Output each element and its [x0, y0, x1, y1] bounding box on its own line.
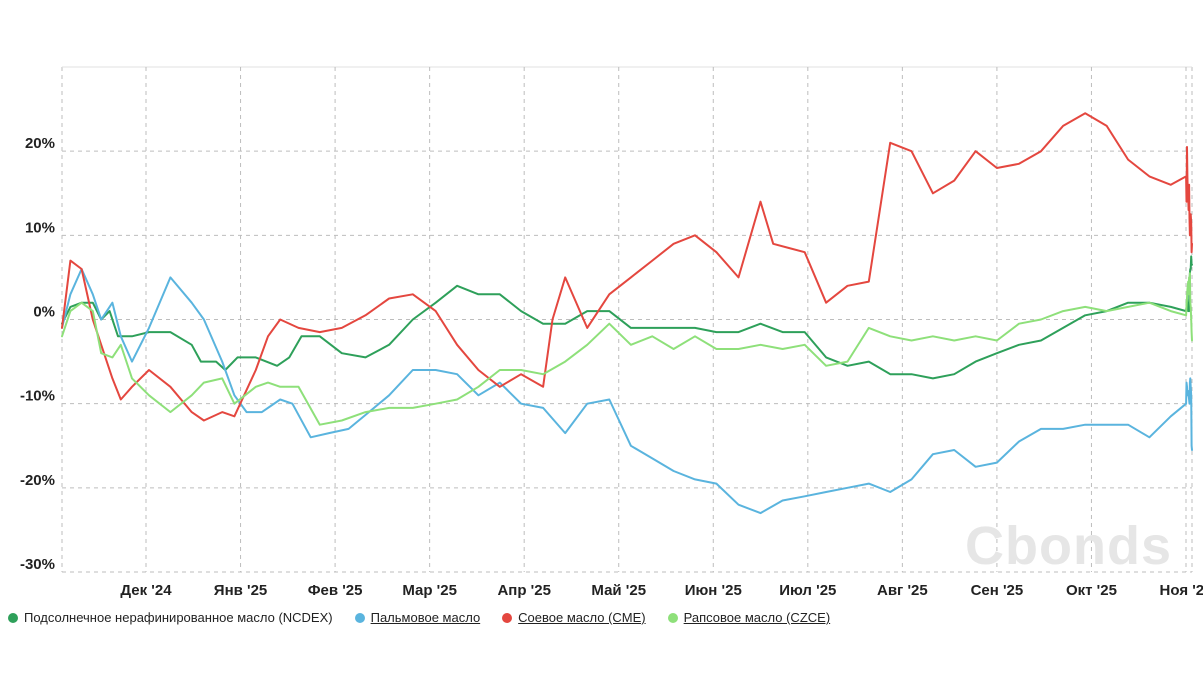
y-tick-label: 20% [25, 135, 55, 152]
y-tick-label: 10% [25, 219, 55, 236]
legend-marker [354, 612, 365, 623]
legend-item-soybean-oil[interactable]: Соевое масло (CME) [502, 610, 646, 625]
legend-label[interactable]: Соевое масло (CME) [518, 610, 646, 625]
x-axis: Дек '24 Янв '25 Фев '25 Мар '25 Апр '25 Май '… [120, 582, 1203, 599]
legend-marker [667, 612, 678, 623]
legend-label: Подсолнечное нерафинированное масло (NCD… [24, 610, 333, 625]
x-tick-label: Сен '25 [971, 582, 1024, 599]
x-tick-label: Авг '25 [877, 582, 928, 599]
soybean-oil-line [61, 112, 1193, 422]
x-tick-label: Апр '25 [497, 582, 550, 599]
legend-item-sunflower-oil[interactable]: Подсолнечное нерафинированное масло (NCD… [8, 610, 333, 625]
legend-label[interactable]: Рапсовое масло (CZCE) [683, 610, 831, 625]
x-tick-label: Фев '25 [308, 582, 363, 599]
x-tick-label: Дек '24 [120, 582, 172, 599]
y-tick-label: -30% [20, 556, 55, 573]
legend-item-palm-oil[interactable]: Пальмовое масло [354, 610, 481, 625]
x-tick-label: Окт '25 [1066, 582, 1117, 599]
x-tick-label: Июн '25 [685, 582, 742, 599]
y-axis: -30% -20% -10% 0% 10% 20% [20, 135, 55, 573]
y-tick-label: -10% [20, 388, 55, 405]
x-tick-label: Июл '25 [779, 582, 836, 599]
legend-item-rapeseed-oil[interactable]: Рапсовое масло (CZCE) [667, 610, 831, 625]
chart-series [61, 112, 1193, 515]
y-tick-label: 0% [33, 304, 55, 321]
x-tick-label: Май '25 [591, 582, 646, 599]
x-tick-label: Мар '25 [402, 582, 457, 599]
chart-grid [61, 66, 1193, 573]
legend-marker [8, 612, 18, 623]
cbonds-watermark: Cbonds [965, 516, 1172, 576]
legend-label[interactable]: Пальмовое масло [370, 610, 481, 625]
chart-legend: Подсолнечное нерафинированное масло (NCD… [8, 610, 830, 625]
line-chart: -30% -20% -10% 0% 10% 20% Дек '24 Янв '25 Фев '… [20, 66, 1203, 599]
palm-oil-line [61, 268, 1193, 515]
legend-marker [502, 612, 513, 623]
y-tick-label: -20% [20, 472, 55, 489]
rapeseed-oil-line [61, 272, 1193, 426]
sunflower-oil-line [61, 255, 1193, 380]
x-tick-label: Ноя '25 [1160, 582, 1203, 599]
x-tick-label: Янв '25 [214, 582, 267, 599]
